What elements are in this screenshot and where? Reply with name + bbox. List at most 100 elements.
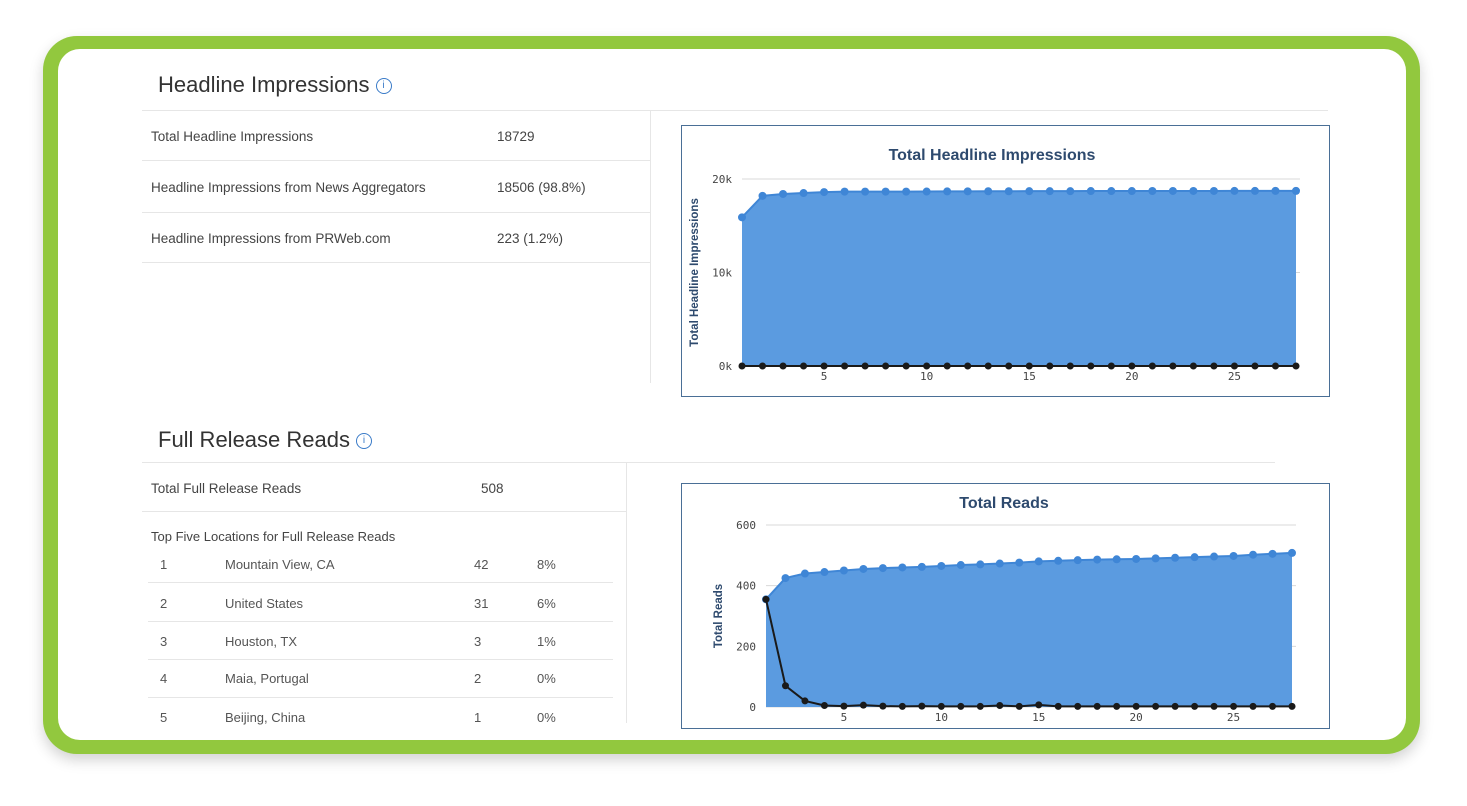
info-icon[interactable]: i [355, 433, 372, 450]
data-point [995, 559, 1004, 568]
data-point [984, 362, 992, 370]
reads-section-title: Full Release Reads i [158, 427, 372, 453]
data-point [1034, 557, 1043, 566]
total-reads-chart-svg: Total Reads 0 200 400 600 5 10 15 20 25 Total Read… [713, 495, 1296, 724]
data-point [902, 187, 911, 196]
data-point [1073, 556, 1082, 565]
headline-impressions-chart: Total Headline Impressions 0k 10k 20k 5 10 15 2… [681, 125, 1330, 397]
data-point [1210, 552, 1219, 561]
prweb-impressions-label: Headline Impressions from PRWeb.com [151, 231, 391, 246]
data-point [1066, 187, 1075, 196]
data-point [1191, 702, 1199, 710]
data-point [1087, 362, 1095, 370]
data-point [1025, 362, 1033, 370]
data-point [917, 562, 926, 571]
x-tick-label: 10 [935, 711, 948, 724]
data-point [956, 561, 965, 570]
total-reads-chart: Total Reads 0 200 400 600 5 10 15 20 25 Total Read… [681, 483, 1330, 729]
data-point [996, 701, 1004, 709]
data-point [861, 187, 870, 196]
y-tick-label: 20k [712, 173, 732, 186]
data-point [943, 187, 952, 196]
location-place: Mountain View, CA [225, 557, 335, 572]
data-point [1251, 362, 1259, 370]
data-point [840, 702, 848, 710]
data-point [859, 701, 867, 709]
data-point [1107, 362, 1115, 370]
data-point [1190, 553, 1199, 562]
series-line [765, 551, 1293, 600]
data-point [1230, 186, 1239, 195]
y-tick-label: 600 [736, 519, 756, 532]
data-point [984, 187, 993, 196]
divider [142, 110, 1328, 111]
location-pct: 0% [537, 710, 556, 725]
news-aggregators-impressions-value: 18506 (98.8%) [497, 180, 586, 195]
data-point [859, 564, 868, 573]
data-point [937, 561, 946, 570]
data-point [881, 187, 890, 196]
data-point [1210, 362, 1218, 370]
data-point [1169, 362, 1177, 370]
data-point [976, 702, 984, 710]
data-point [1249, 550, 1258, 559]
data-point [937, 702, 945, 710]
data-point [1268, 549, 1277, 558]
location-count: 3 [474, 634, 482, 649]
data-point [1271, 362, 1279, 370]
location-count: 2 [474, 671, 482, 686]
x-tick-label: 5 [841, 711, 848, 724]
data-point [1148, 362, 1156, 370]
analytics-card: Headline Impressions i Total Headline Imp… [58, 49, 1406, 740]
divider [148, 621, 613, 622]
data-point [759, 362, 767, 370]
data-point [1005, 362, 1013, 370]
data-point [1132, 702, 1140, 710]
data-point [781, 682, 789, 690]
info-icon[interactable]: i [375, 78, 392, 95]
data-point [879, 702, 887, 710]
data-point [1292, 186, 1300, 195]
location-rank: 1 [160, 557, 168, 572]
data-point [1015, 558, 1024, 567]
total-full-release-reads-label: Total Full Release Reads [151, 481, 302, 496]
area-fill [742, 190, 1296, 366]
data-point [1189, 186, 1198, 195]
location-rank: 5 [160, 710, 168, 725]
data-point [1132, 554, 1141, 563]
data-point [1093, 702, 1101, 710]
data-point [898, 702, 906, 710]
data-point [738, 213, 746, 222]
data-point [878, 564, 887, 573]
data-point [820, 568, 829, 577]
x-tick-label: 5 [821, 370, 828, 383]
headline-title-text: Headline Impressions [158, 72, 370, 97]
data-point [1025, 187, 1034, 196]
y-tick-label: 200 [736, 640, 756, 653]
top-locations-title: Top Five Locations for Full Release Read… [151, 529, 396, 544]
data-point [1148, 187, 1157, 196]
location-rank: 3 [160, 634, 168, 649]
location-pct: 0% [537, 671, 556, 686]
data-point [1152, 702, 1160, 710]
data-point [1127, 187, 1136, 196]
prweb-impressions-value: 223 (1.2%) [497, 231, 564, 246]
location-count: 31 [474, 596, 489, 611]
area-fill [766, 552, 1292, 707]
location-rank: 2 [160, 596, 168, 611]
data-point [1229, 551, 1238, 560]
location-count: 42 [474, 557, 489, 572]
data-point [1054, 702, 1062, 710]
data-point [820, 188, 829, 197]
news-aggregators-impressions-label: Headline Impressions from News Aggregato… [151, 180, 426, 195]
data-point [738, 362, 746, 370]
data-point [758, 191, 767, 200]
data-point [1210, 702, 1218, 710]
data-point [964, 362, 972, 370]
divider [148, 697, 613, 698]
data-point [820, 701, 828, 709]
y-tick-label: 10k [712, 267, 732, 280]
y-tick-label: 0 [749, 701, 756, 714]
chart-title: Total Reads [959, 495, 1049, 512]
data-point [1292, 362, 1300, 370]
